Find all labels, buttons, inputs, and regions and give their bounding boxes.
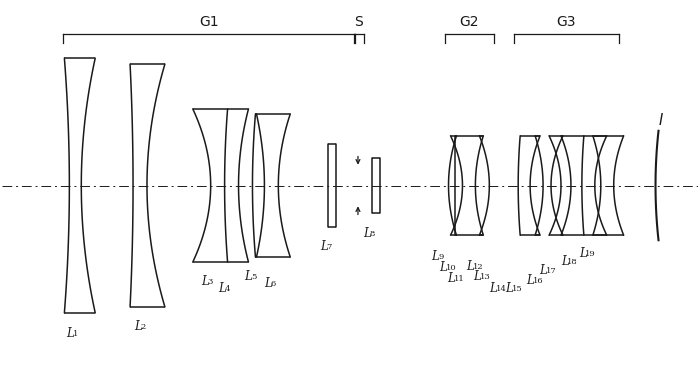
Text: 13: 13 [480,273,491,281]
Text: L: L [526,274,534,287]
Text: G3: G3 [556,15,575,29]
Text: G1: G1 [199,15,218,29]
Text: 4: 4 [225,285,230,293]
Text: 12: 12 [473,263,484,271]
Text: 3: 3 [207,278,213,286]
Text: L: L [466,260,474,273]
Text: L: L [579,247,587,260]
Text: G2: G2 [460,15,480,29]
Text: 16: 16 [533,277,543,285]
Text: 18: 18 [568,258,578,266]
Text: L: L [473,270,481,283]
Text: L: L [363,227,371,240]
Text: L: L [134,320,142,333]
Text: L: L [505,282,513,295]
Text: L: L [265,277,272,290]
Text: 9: 9 [438,253,443,261]
Text: I: I [659,113,663,128]
Text: 2: 2 [141,323,146,331]
Text: L: L [561,255,568,268]
Text: L: L [66,327,74,340]
Text: S: S [355,15,363,29]
Text: L: L [489,282,497,295]
Text: L: L [201,275,209,288]
Text: 11: 11 [454,275,465,283]
Text: 10: 10 [446,264,456,272]
Text: L: L [539,264,547,277]
Text: 17: 17 [545,267,557,275]
Text: L: L [218,282,226,295]
Text: 19: 19 [585,250,596,258]
Text: L: L [432,250,440,263]
Text: 5: 5 [251,273,256,281]
Text: L: L [244,270,252,283]
Text: 6: 6 [271,280,276,288]
Text: 8: 8 [370,230,374,238]
Text: L: L [447,272,455,285]
Text: L: L [320,240,328,253]
Text: 7: 7 [327,243,332,251]
Text: 15: 15 [512,285,522,293]
Text: 14: 14 [496,285,507,293]
Text: 1: 1 [73,330,78,338]
Text: L: L [440,261,447,274]
